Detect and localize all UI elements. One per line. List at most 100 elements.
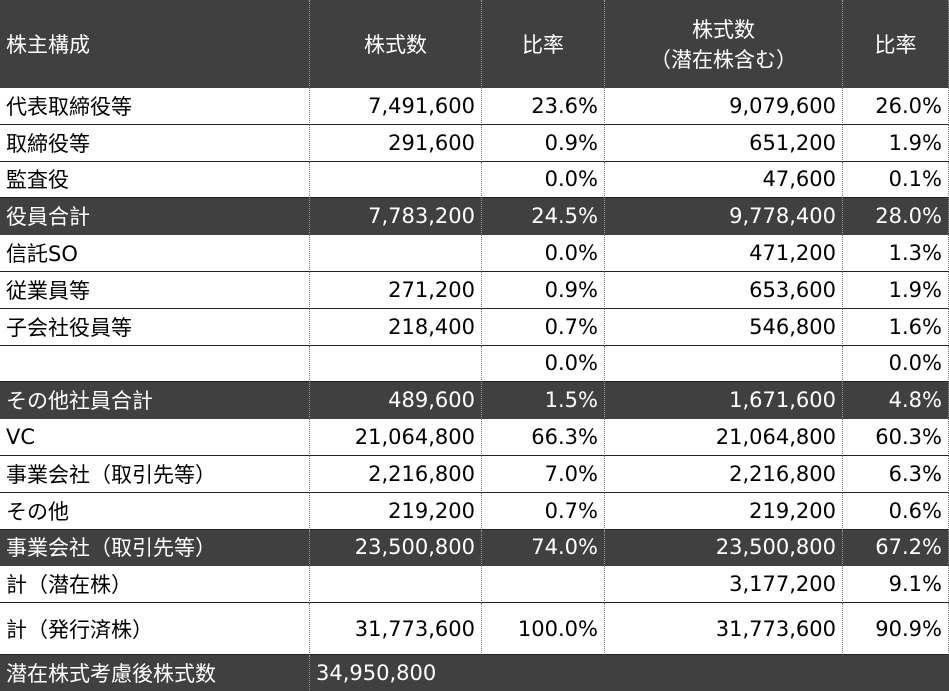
table-cell [310, 566, 482, 604]
table-cell [482, 566, 605, 604]
table-cell: 219,200 [605, 492, 843, 530]
table-cell: 取締役等 [0, 124, 310, 162]
cell-text: 0.7% [544, 314, 598, 339]
table-cell: 653,600 [605, 272, 843, 309]
table-cell: 7.0% [482, 456, 605, 493]
cell-text: 株式数 [692, 17, 755, 42]
cell-text: 信託SO [6, 242, 78, 267]
cell-text: 2,216,800 [368, 461, 475, 486]
table-cell: 1.5% [482, 382, 605, 420]
table-cell: 100.0% [482, 603, 605, 656]
table-cell: 24.5% [482, 198, 605, 236]
cell-text: 取締役等 [6, 131, 90, 156]
cell-text: 653,600 [749, 277, 836, 302]
cell-text: 0.9% [544, 130, 598, 155]
cell-text: 代表取締役等 [6, 94, 132, 119]
table-cell: 0.9% [482, 124, 605, 162]
cell-text: 0.0% [544, 167, 598, 192]
footer-label: 潜在株式考慮後株式数 [0, 655, 310, 691]
cell-text: 23,500,800 [354, 535, 475, 560]
cell-text: 1.9% [888, 130, 942, 155]
cell-text: 28.0% [875, 204, 942, 229]
table-cell: 0.0% [843, 345, 949, 383]
cell-text: 監査役 [6, 168, 69, 193]
table-cell [310, 345, 482, 383]
table-cell: 271,200 [310, 272, 482, 309]
cell-text: 218,400 [388, 314, 475, 339]
cell-text: 219,200 [388, 498, 475, 523]
cell-text: 3,177,200 [729, 572, 836, 597]
table-cell: 計（発行済株） [0, 603, 310, 656]
table-cell: 0.0% [482, 345, 605, 383]
table-cell: 651,200 [605, 124, 843, 162]
table-cell: 28.0% [843, 198, 949, 236]
table-cell: 9,778,400 [605, 198, 843, 236]
table-cell: 1.9% [843, 124, 949, 162]
cell-text: 株主構成 [6, 32, 90, 57]
cell-text: 0.0% [888, 351, 942, 376]
cell-text: VC [6, 425, 36, 450]
table-cell [0, 345, 310, 383]
table-cell: 74.0% [482, 529, 605, 567]
table-cell: 546,800 [605, 308, 843, 346]
cell-text: 21,064,800 [354, 425, 475, 450]
cell-text: 23.6% [531, 93, 598, 118]
cell-text: 7,491,600 [368, 93, 475, 118]
header-cell: 比率 [482, 0, 605, 88]
table-cell: その他 [0, 492, 310, 530]
table-cell: 31,773,600 [310, 603, 482, 656]
table-cell: 6.3% [843, 456, 949, 493]
cell-text: 74.0% [531, 535, 598, 560]
table-cell: 監査役 [0, 161, 310, 199]
cell-text: 従業員等 [6, 278, 90, 303]
cell-text: 546,800 [749, 314, 836, 339]
cell-text: 31,773,600 [715, 616, 836, 641]
table-cell: 0.1% [843, 161, 949, 199]
cell-text: その他 [6, 499, 69, 524]
cell-text: 271,200 [388, 277, 475, 302]
table-cell: 7,491,600 [310, 88, 482, 125]
cell-text: 1.6% [888, 314, 942, 339]
table-cell: 291,600 [310, 124, 482, 162]
cell-text: 23,500,800 [715, 535, 836, 560]
cell-text: 100.0% [517, 616, 598, 641]
table-cell: 2,216,800 [310, 456, 482, 493]
cell-text: （潜在株含む） [650, 47, 797, 72]
cell-text: 47,600 [762, 167, 836, 192]
table-cell: その他社員合計 [0, 382, 310, 420]
cell-text: 9,778,400 [729, 204, 836, 229]
cell-text: 67.2% [875, 535, 942, 560]
cell-text: 6.3% [888, 461, 942, 486]
table-cell: 代表取締役等 [0, 88, 310, 125]
table-cell: 23,500,800 [605, 529, 843, 567]
cell-text: 9.1% [888, 572, 942, 597]
cell-text: その他社員合計 [6, 389, 153, 414]
table-cell: 489,600 [310, 382, 482, 420]
cell-text: 子会社役員等 [6, 315, 132, 340]
table-cell: 0.6% [843, 492, 949, 530]
cell-text: 0.0% [544, 241, 598, 266]
header-cell: 株式数 （潜在株含む） [605, 0, 843, 88]
table-cell: 0.0% [482, 161, 605, 199]
table-cell: 60.3% [843, 419, 949, 456]
cell-text: 4.8% [888, 388, 942, 413]
table-cell: 66.3% [482, 419, 605, 456]
cell-text: 0.0% [544, 351, 598, 376]
table-cell: 子会社役員等 [0, 308, 310, 346]
cell-text: 株式数 [364, 32, 427, 57]
cell-text: 90.9% [875, 616, 942, 641]
cell-text: 9,079,600 [729, 93, 836, 118]
table-cell: 9,079,600 [605, 88, 843, 125]
header-cell: 比率 [843, 0, 949, 88]
table-cell: 47,600 [605, 161, 843, 199]
cell-text: 0.9% [544, 277, 598, 302]
cell-text: 7.0% [544, 461, 598, 486]
table-cell: 219,200 [310, 492, 482, 530]
cell-text: 1.5% [544, 388, 598, 413]
cell-text: 471,200 [749, 241, 836, 266]
cell-text: 役員合計 [6, 205, 90, 230]
table-cell: 1.6% [843, 308, 949, 346]
table-cell: 7,783,200 [310, 198, 482, 236]
table-cell: 事業会社（取引先等） [0, 529, 310, 567]
